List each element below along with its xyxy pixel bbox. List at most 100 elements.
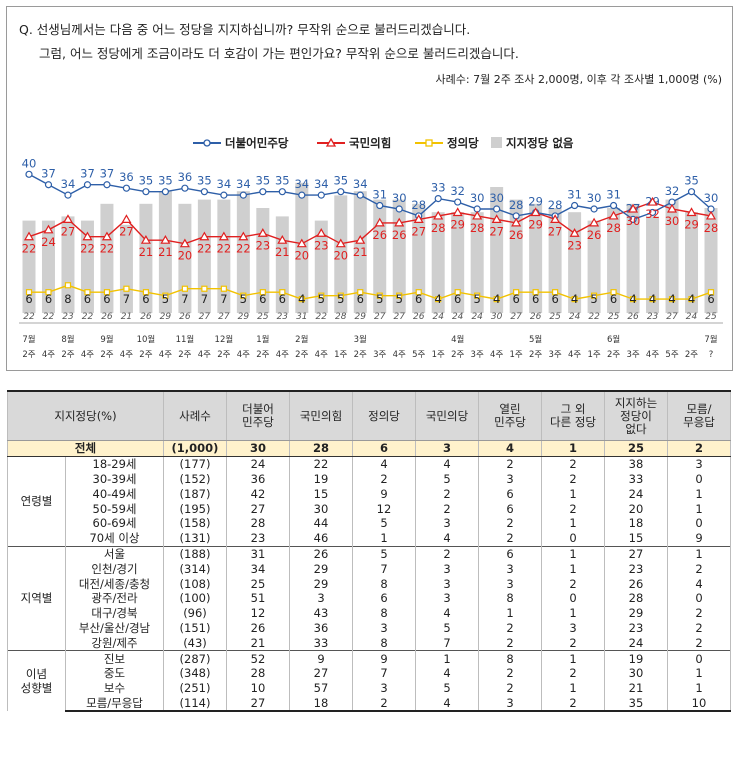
row-val-6: 20 xyxy=(604,501,668,516)
none-label-20: 26 xyxy=(413,312,425,322)
row-val-0: 34 xyxy=(226,561,290,577)
dem-point-24 xyxy=(493,205,501,213)
row-val-7: 0 xyxy=(667,471,731,487)
dem-label-0: 40 xyxy=(22,156,37,170)
ppp-point-21 xyxy=(433,210,444,220)
ppp-point-23 xyxy=(472,210,483,220)
legend-box-3 xyxy=(491,137,502,148)
dem-label-27: 28 xyxy=(548,198,563,212)
header-cell-7: 그 외 다른 정당 xyxy=(541,390,605,441)
x-week-label-35: ? xyxy=(709,350,714,360)
row-val-3: 4 xyxy=(415,530,479,547)
ppp-point-9 xyxy=(199,231,210,241)
dem-point-14 xyxy=(298,191,306,199)
row-n: (152) xyxy=(163,471,227,487)
row-val-1: 29 xyxy=(289,576,353,591)
dem-point-11 xyxy=(239,191,247,199)
justice-label-3: 6 xyxy=(84,292,91,306)
header-cell-6: 열린 민주당 xyxy=(478,390,542,441)
x-week-label-27: 3주 xyxy=(548,350,561,360)
row-val-1: 19 xyxy=(289,471,353,487)
dem-label-24: 30 xyxy=(489,191,504,205)
ppp-point-0 xyxy=(23,231,35,241)
ppp-point-15 xyxy=(316,228,327,237)
table-row: 40-49세 (187) 42 15 9 2 6 1 24 1 xyxy=(8,486,731,502)
row-val-1: 18 xyxy=(289,695,353,713)
none-label-12: 25 xyxy=(257,312,269,322)
justice-label-7: 5 xyxy=(162,292,169,306)
x-month-label-12: 1월 xyxy=(256,334,269,345)
justice-label-19: 5 xyxy=(396,292,403,306)
ppp-point-24 xyxy=(491,214,502,223)
row-val-2: 12 xyxy=(352,501,416,516)
row-label: 광주/전라 xyxy=(65,590,164,606)
none-bar-9 xyxy=(197,199,211,313)
x-month-label-10: 12월 xyxy=(215,334,234,345)
row-val-7: 1 xyxy=(667,545,731,562)
ppp-label-29: 26 xyxy=(587,228,602,242)
row-val-1: 33 xyxy=(289,635,353,651)
justice-point-15 xyxy=(318,292,325,299)
ppp-label-22: 29 xyxy=(450,217,465,231)
x-week-label-34: 2주 xyxy=(685,350,698,360)
dem-point-22 xyxy=(454,198,462,206)
row-val-3: 3 xyxy=(415,576,479,591)
ppp-point-31 xyxy=(628,203,639,213)
dem-label-13: 35 xyxy=(275,174,290,188)
table-row: 부산/울산/경남 (151) 26 36 3 5 2 3 23 2 xyxy=(8,620,731,636)
none-bar-17 xyxy=(353,191,367,313)
ppp-point-19 xyxy=(394,217,405,227)
row-val-0: 28 xyxy=(226,665,290,681)
row-n: (158) xyxy=(163,515,227,531)
dem-point-10 xyxy=(220,191,228,199)
dem-label-6: 35 xyxy=(139,174,154,188)
x-week-label-11: 4주 xyxy=(237,350,250,360)
none-label-14: 31 xyxy=(296,312,307,322)
dem-label-33: 32 xyxy=(665,184,680,198)
row-val-7: 10 xyxy=(667,695,731,713)
x-week-label-13: 4주 xyxy=(276,350,289,360)
justice-label-11: 5 xyxy=(240,292,247,306)
ppp-label-17: 21 xyxy=(353,245,368,259)
justice-point-14 xyxy=(298,296,305,303)
row-val-4: 8 xyxy=(478,590,542,606)
row-val-6: 38 xyxy=(604,455,668,472)
dem-label-4: 37 xyxy=(100,167,115,181)
x-week-label-23: 3주 xyxy=(471,350,484,360)
dem-point-8 xyxy=(181,184,189,192)
group-label-2: 이념 성향별 xyxy=(7,650,66,712)
none-bar-26 xyxy=(529,203,543,313)
ppp-line xyxy=(28,201,712,245)
x-week-label-33: 5주 xyxy=(665,350,678,360)
dem-point-28 xyxy=(570,201,579,210)
dem-label-34: 35 xyxy=(684,174,699,188)
justice-label-17: 6 xyxy=(357,292,364,306)
none-bar-32 xyxy=(646,216,660,313)
row-val-1: 3 xyxy=(289,590,353,606)
none-label-13: 23 xyxy=(277,312,289,322)
none-label-19: 27 xyxy=(394,312,406,322)
row-val-4: 3 xyxy=(478,695,542,713)
justice-label-35: 6 xyxy=(707,292,714,306)
row-val-5: 2 xyxy=(541,501,605,516)
justice-point-2 xyxy=(64,282,72,289)
row-val-7: 2 xyxy=(667,635,731,651)
justice-label-4: 6 xyxy=(103,292,110,306)
ppp-label-6: 21 xyxy=(139,245,154,259)
dem-point-32 xyxy=(648,208,657,217)
row-val-4: 1 xyxy=(478,605,542,621)
x-week-label-14: 2주 xyxy=(295,350,308,360)
ppp-point-34 xyxy=(686,207,697,217)
row-val-4: 6 xyxy=(478,486,542,502)
row-val-1: 36 xyxy=(289,620,353,636)
row-val-0: 26 xyxy=(226,620,290,636)
row-val-4: 2 xyxy=(478,680,542,696)
none-label-28: 24 xyxy=(569,312,581,322)
group-label-1: 지역별 xyxy=(7,545,66,651)
justice-point-21 xyxy=(435,296,442,303)
row-val-0: 36 xyxy=(226,471,290,487)
row-val-5: 2 xyxy=(541,471,605,487)
row-val-7: 2 xyxy=(667,561,731,577)
row-val-2: 7 xyxy=(352,665,416,681)
ppp-label-2: 27 xyxy=(61,224,76,238)
